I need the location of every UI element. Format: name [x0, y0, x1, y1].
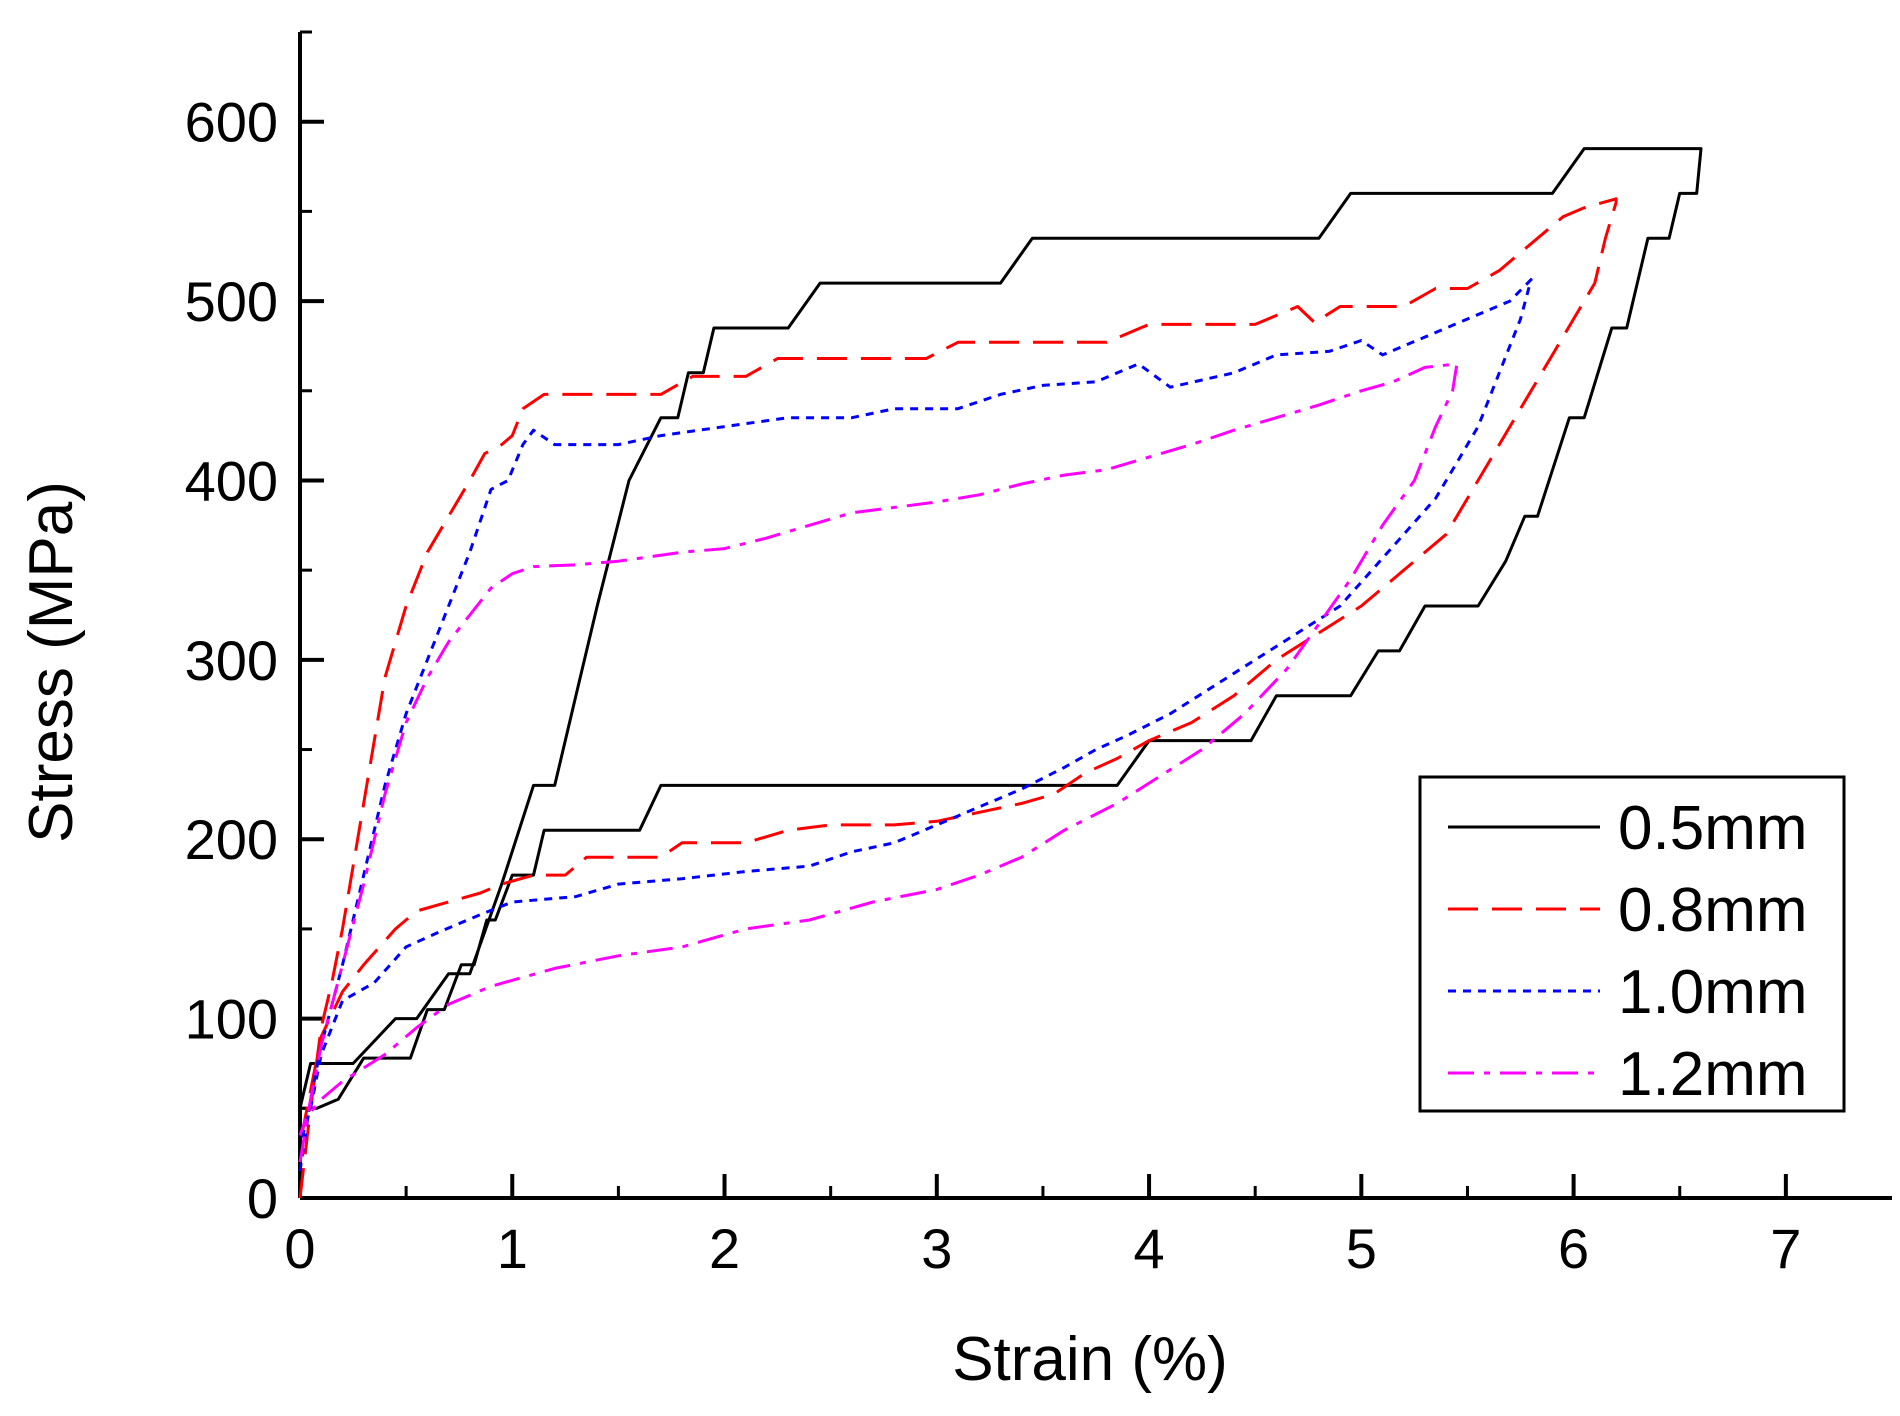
y-tick-label: 200: [185, 808, 278, 871]
x-tick-label: 7: [1770, 1217, 1801, 1280]
x-tick-label: 0: [284, 1217, 315, 1280]
x-tick-label: 5: [1346, 1217, 1377, 1280]
series-layer: [298, 147, 1703, 1199]
x-axis-title: Strain (%): [952, 1325, 1228, 1394]
series-line-0.8mm: [298, 197, 1618, 1199]
series-line-1.2mm: [298, 362, 1459, 1163]
series-line-1.0mm: [298, 278, 1533, 1172]
y-tick-label: 600: [185, 91, 278, 154]
y-axis-title: Stress (MPa): [17, 481, 86, 843]
legend-box: [1418, 775, 1846, 1113]
x-tick-label: 4: [1133, 1217, 1164, 1280]
y-tick-label: 0: [247, 1167, 278, 1230]
x-tick-label: 3: [921, 1217, 952, 1280]
axes-layer: [298, 30, 1892, 1200]
y-tick-label: 100: [185, 988, 278, 1051]
x-tick-label: 1: [497, 1217, 528, 1280]
tick-labels-layer: 0 1 2 3 4 5 6 7 0 100 200 300 400 500 600: [185, 91, 1802, 1280]
legend-label-1.2mm: 1.2mm: [1618, 1040, 1807, 1109]
legend-label-1.0mm: 1.0mm: [1618, 958, 1807, 1027]
x-tick-label: 6: [1558, 1217, 1589, 1280]
x-tick-label: 2: [709, 1217, 740, 1280]
legend-label-0.5mm: 0.5mm: [1618, 794, 1807, 863]
series-line-0.5mm: [298, 147, 1703, 1110]
legend: 0.5mm 0.8mm 1.0mm 1.2mm: [1418, 775, 1846, 1113]
legend-label-0.8mm: 0.8mm: [1618, 876, 1807, 945]
y-tick-label: 300: [185, 629, 278, 692]
y-tick-label: 500: [185, 270, 278, 333]
y-tick-label: 400: [185, 449, 278, 512]
